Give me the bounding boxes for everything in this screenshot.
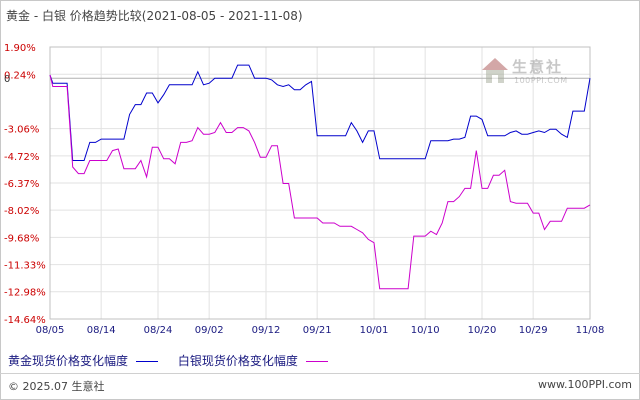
gold-series-line [49,64,591,161]
legend: 黄金现货价格变化幅度 白银现货价格变化幅度 [8,352,344,369]
chart-title: 黄金 - 白银 价格趋势比较(2021-08-05 - 2021-11-08) [6,9,303,23]
y-tick-label: -11.33% [4,261,46,272]
y-tick-label: -4.72% [4,152,39,163]
plot-border [49,46,591,320]
x-tick-label: 11/08 [576,325,605,336]
x-tick-label: 10/20 [468,325,497,336]
legend-item-gold: 黄金现货价格变化幅度 [8,352,164,369]
y-tick-label: -9.68% [4,233,39,244]
x-tick-label: 08/14 [87,325,116,336]
footer-divider [0,373,640,374]
x-tick-label: 09/02 [195,325,224,336]
x-tick-label: 10/29 [519,325,548,336]
legend-gold-label: 黄金现货价格变化幅度 [8,354,129,368]
legend-silver-label: 白银现货价格变化幅度 [177,354,298,368]
x-tick-label: 10/01 [360,325,389,336]
y-tick-label: -14.64% [4,315,46,326]
y-tick-label: -12.98% [4,288,46,299]
watermark-name: 生意社 [512,58,564,76]
footer-site-link[interactable]: www.100PPI.com [538,378,632,391]
x-tick-label: 09/21 [303,325,332,336]
silver-series-line [49,74,591,290]
y-tick-label: -3.06% [4,125,39,136]
x-tick-label: 10/10 [411,325,440,336]
footer-copyright: © 2025.07 生意社 [8,380,105,393]
legend-gold-swatch [136,361,159,362]
legend-silver-swatch [305,361,328,362]
y-tick-label: -6.37% [4,179,39,190]
y-tick-label: 0.24% [4,70,36,81]
house-logo-icon [482,58,508,83]
y-tick-label: -8.02% [4,206,39,217]
x-tick-label: 08/24 [144,325,173,336]
x-tick-label: 08/05 [36,325,65,336]
legend-item-silver: 白银现货价格变化幅度 [178,352,334,369]
x-tick-label: 09/12 [252,325,281,336]
y-tick-label: 1.90% [4,43,36,54]
watermark-url: 100PPI.COM [514,76,568,85]
y-tick-label: 0 [4,74,10,85]
watermark: 生意社 100PPI.COM [480,56,576,96]
